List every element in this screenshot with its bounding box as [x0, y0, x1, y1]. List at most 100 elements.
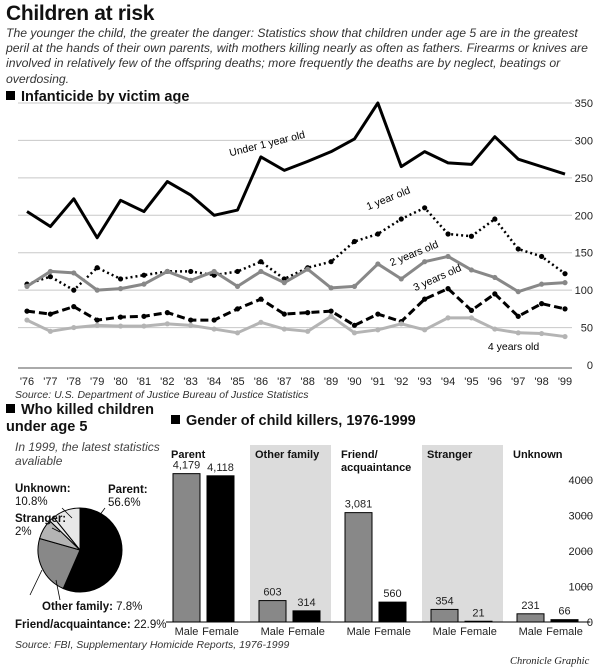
bar-category-other-family: Other family	[255, 449, 320, 461]
line-chart-title: Infanticide by victim age	[21, 89, 190, 105]
series-label-female: Female	[202, 626, 239, 638]
data-point	[234, 330, 241, 336]
data-point	[141, 323, 147, 329]
x-tick-label: '94	[441, 376, 455, 388]
pie-label-stranger-name: Stranger:	[15, 513, 67, 525]
data-point	[234, 268, 241, 275]
pie-slice	[37, 537, 81, 590]
bar-female	[550, 619, 579, 623]
series-label-male: Male	[347, 626, 371, 638]
data-point	[398, 216, 404, 222]
bar-male	[344, 512, 373, 623]
series-line	[26, 206, 566, 292]
category-shade	[250, 445, 331, 622]
bar-value-label: 560	[383, 588, 401, 600]
data-point	[305, 310, 311, 316]
data-point	[492, 326, 498, 332]
data-point	[492, 291, 498, 297]
data-point	[351, 322, 358, 328]
series-label: 4 years old	[488, 341, 540, 353]
y-tick-label: 150	[575, 248, 593, 260]
pie-label-friend-name: Friend/acquaintance:	[15, 619, 131, 631]
x-tick-label: '95	[464, 376, 478, 388]
data-point	[47, 311, 53, 317]
bar-category-parent: Parent	[171, 449, 206, 461]
pie-chart-title: Who killed children under age 5	[6, 402, 154, 435]
data-point	[562, 306, 568, 312]
bar-category-friend: Friend/ acquaintance	[341, 449, 412, 474]
data-point	[211, 317, 217, 323]
data-point	[468, 233, 475, 239]
data-point	[117, 286, 124, 292]
y-tick-label: 200	[575, 210, 593, 222]
data-point	[24, 317, 30, 323]
data-point	[375, 327, 381, 333]
bar-value-label: 3,081	[345, 499, 373, 511]
series-label-female: Female	[374, 626, 411, 638]
data-point	[71, 270, 77, 276]
data-point	[375, 311, 381, 317]
data-point	[188, 277, 194, 284]
square-bullet-icon	[6, 91, 15, 100]
data-point	[562, 271, 568, 277]
data-point	[351, 330, 358, 336]
data-point	[515, 246, 521, 252]
x-tick-label: '84	[207, 376, 221, 388]
data-point	[188, 317, 194, 323]
bar-value-label: 603	[263, 587, 281, 599]
bar-female	[464, 620, 493, 623]
x-tick-label: '76	[20, 376, 34, 388]
data-point	[281, 280, 287, 286]
x-tick-label: '99	[558, 376, 572, 388]
data-point	[539, 330, 545, 337]
credit: Chronicle Graphic	[510, 656, 590, 667]
leader-line	[51, 527, 61, 533]
x-tick-label: '81	[137, 376, 151, 388]
data-point	[188, 322, 194, 328]
data-point	[305, 266, 311, 272]
pie-label-other-family-value: 7.8%	[116, 601, 143, 613]
bar-value-label: 231	[521, 600, 539, 612]
y-tick-label: 300	[575, 135, 593, 147]
x-tick-label: '96	[488, 376, 502, 388]
data-point	[492, 216, 498, 222]
pie-label-other-family-name: Other family:	[42, 601, 113, 613]
data-point	[398, 276, 404, 282]
data-point	[445, 315, 451, 321]
data-point	[188, 268, 194, 275]
x-tick-label: '80	[113, 376, 127, 388]
data-point	[234, 306, 241, 312]
bar-value-label: 4,179	[173, 460, 201, 472]
data-point	[47, 328, 53, 334]
data-point	[71, 287, 77, 293]
series-line	[26, 101, 566, 240]
y-tick-label: 2000	[569, 546, 593, 558]
data-point	[211, 268, 217, 275]
x-tick-label: '92	[394, 376, 408, 388]
pie-chart-heading: Who killed children under age 5	[6, 402, 176, 436]
data-point	[234, 283, 241, 289]
data-point	[117, 276, 124, 282]
bar-category-stranger: Stranger	[427, 449, 473, 461]
data-point	[258, 319, 264, 325]
intro-text: The younger the child, the greater the d…	[6, 26, 588, 86]
y-tick-label: 250	[575, 173, 593, 185]
data-point	[539, 281, 545, 287]
data-point	[94, 265, 100, 271]
bar-value-label: 314	[297, 597, 315, 609]
series-label-male: Male	[261, 626, 285, 638]
data-point	[468, 315, 475, 321]
data-point	[47, 274, 53, 280]
data-point	[468, 307, 475, 313]
series-line	[26, 314, 566, 339]
pie-label-friend: Friend/acquaintance: 22.9%	[15, 619, 166, 632]
data-point	[164, 310, 170, 316]
data-point	[492, 274, 498, 281]
x-tick-label: '91	[371, 376, 385, 388]
leader-line	[29, 569, 43, 596]
data-point	[94, 322, 100, 328]
bottom-source: Source: FBI, Supplementary Homicide Repo…	[15, 639, 290, 651]
data-point	[24, 308, 30, 314]
data-point	[422, 296, 428, 302]
